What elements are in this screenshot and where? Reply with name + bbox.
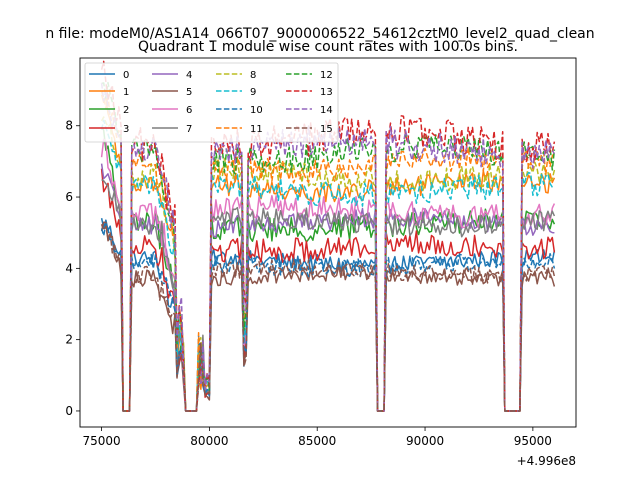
y-tick-label: 8 xyxy=(65,119,73,133)
legend-label-2: 2 xyxy=(123,105,129,116)
legend-label-11: 11 xyxy=(250,124,263,135)
y-axis: 0 2 4 6 8 xyxy=(65,119,80,418)
legend-label-12: 12 xyxy=(320,70,333,81)
series-layer xyxy=(100,60,556,412)
legend-label-3: 3 xyxy=(123,124,129,135)
legend-label-6: 6 xyxy=(186,105,192,116)
series-line-10 xyxy=(100,223,556,412)
x-tick-label: 75000 xyxy=(82,434,120,448)
legend-label-8: 8 xyxy=(250,70,256,81)
axes-frame xyxy=(79,57,577,428)
series-line-5 xyxy=(100,221,556,412)
legend-label-7: 7 xyxy=(186,124,192,135)
legend-label-10: 10 xyxy=(250,105,263,116)
legend-box xyxy=(84,62,339,143)
x-axis: 75000 80000 85000 90000 95000 xyxy=(82,427,552,448)
series-line-12 xyxy=(101,81,556,412)
y-tick-label: 4 xyxy=(65,261,73,275)
figure-suptitle: n file: modeM0/AS1A14_066T07_9000006522_… xyxy=(45,26,594,42)
legend-label-5: 5 xyxy=(186,87,192,98)
legend-label-9: 9 xyxy=(250,87,256,98)
x-tick-label: 95000 xyxy=(514,434,552,448)
series-line-14 xyxy=(100,83,556,412)
series-line-15 xyxy=(100,223,556,412)
y-tick-label: 2 xyxy=(65,333,73,347)
chart-title: Quadrant 1 module wise count rates with … xyxy=(138,39,518,55)
x-tick-label: 85000 xyxy=(298,434,336,448)
legend-label-14: 14 xyxy=(320,105,333,116)
legend-label-0: 0 xyxy=(123,70,129,81)
y-tick-label: 0 xyxy=(65,404,73,418)
x-offset-label: +4.996e8 xyxy=(517,454,576,468)
legend-label-13: 13 xyxy=(320,87,333,98)
legend-label-4: 4 xyxy=(186,70,192,81)
x-tick-label: 80000 xyxy=(190,434,228,448)
legend-label-1: 1 xyxy=(123,87,129,98)
series-line-11 xyxy=(100,91,556,412)
y-tick-label: 6 xyxy=(65,190,73,204)
legend-label-15: 15 xyxy=(320,124,333,135)
x-tick-label: 90000 xyxy=(406,434,444,448)
